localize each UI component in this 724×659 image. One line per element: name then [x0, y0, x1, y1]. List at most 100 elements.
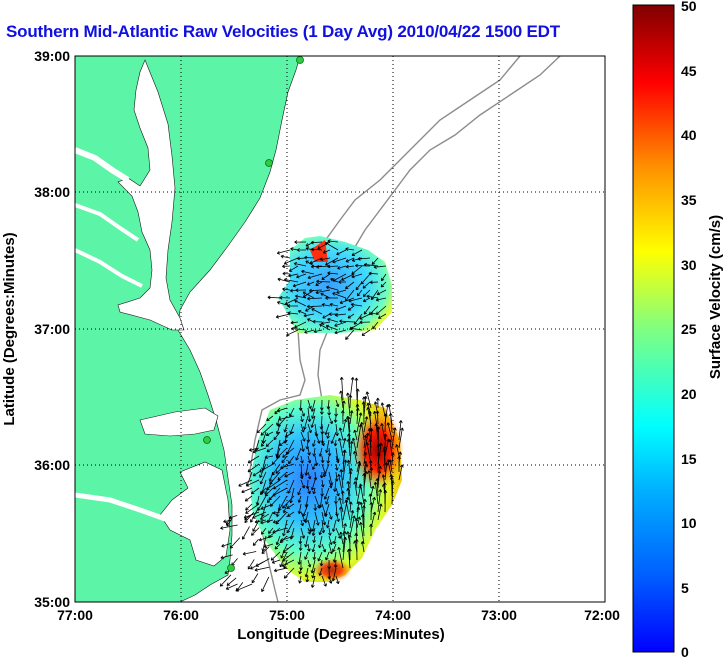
velocity-arrow — [355, 281, 363, 291]
velocity-arrow — [339, 390, 344, 409]
velocity-arrow — [310, 399, 316, 412]
velocity-arrow — [321, 511, 327, 526]
x-tick-label: 74:00 — [375, 607, 411, 623]
velocity-arrow — [335, 399, 340, 408]
velocity-arrow — [319, 407, 324, 415]
velocity-arrow — [356, 289, 363, 297]
velocity-arrow — [259, 463, 267, 478]
velocity-arrow — [291, 326, 307, 331]
velocity-arrow — [398, 464, 404, 481]
velocity-arrow — [334, 321, 347, 327]
velocity-arrow — [348, 394, 353, 409]
velocity-arrow — [310, 240, 323, 245]
velocity-arrow — [283, 423, 288, 433]
velocity-arrow — [282, 519, 288, 537]
velocity-arrow — [325, 257, 339, 266]
y-tick-labels: 39:00 38:00 37:00 36:00 35:00 — [34, 48, 70, 610]
velocity-arrow — [250, 527, 260, 536]
velocity-arrow — [380, 423, 386, 441]
velocity-arrow — [289, 527, 295, 540]
velocity-arrow — [334, 313, 347, 317]
velocity-arrow — [363, 416, 369, 433]
velocity-arrow — [328, 415, 334, 425]
velocity-arrow — [350, 326, 363, 331]
velocity-arrow — [282, 271, 291, 276]
velocity-arrow — [284, 471, 295, 478]
velocity-arrow — [250, 487, 260, 495]
y-tick-label: 36:00 — [34, 457, 70, 473]
pamlico-sound — [159, 461, 231, 567]
velocity-arrow — [300, 407, 306, 417]
velocity-arrow — [287, 304, 299, 308]
velocity-arrow — [264, 455, 274, 459]
velocity-arrow — [297, 309, 307, 315]
velocity-arrow — [345, 247, 355, 251]
velocity-arrow — [332, 257, 347, 264]
velocity-arrow — [235, 582, 244, 592]
velocity-arrow — [266, 415, 274, 422]
velocity-arrow — [244, 513, 254, 521]
velocity-arrow — [307, 296, 323, 301]
velocity-arrow — [264, 487, 274, 497]
velocity-arrow — [389, 476, 394, 497]
velocity-arrow — [313, 329, 323, 334]
velocity-arrow — [355, 403, 360, 417]
velocity-arrow — [300, 439, 305, 452]
velocity-arrow — [304, 511, 309, 524]
chart-title: Southern Mid-Atlantic Raw Velocities (1 … — [6, 22, 560, 41]
velocity-arrow — [300, 519, 304, 527]
velocity-arrow — [310, 575, 316, 588]
velocity-arrow — [284, 277, 299, 283]
velocity-arrow — [327, 239, 339, 244]
velocity-arrow — [353, 451, 358, 465]
velocity-arrow — [268, 471, 274, 482]
velocity-arrow — [286, 519, 295, 534]
velocity-arrow — [300, 415, 304, 423]
velocity-arrow — [247, 455, 260, 464]
velocity-arrow — [342, 536, 348, 561]
velocity-arrow — [363, 395, 368, 417]
chesapeake-bay — [117, 59, 185, 331]
velocity-arrow — [241, 487, 253, 494]
velocity-arrow — [293, 262, 307, 267]
velocity-arrow — [314, 511, 320, 526]
colorbar-tick-labels: 50 45 40 35 30 25 20 15 10 5 0 — [681, 0, 697, 659]
velocity-arrow — [298, 543, 303, 551]
velocity-arrow — [226, 577, 237, 586]
velocity-arrow — [305, 575, 310, 583]
velocity-arrow — [254, 519, 267, 524]
velocity-arrow — [321, 303, 331, 307]
velocity-arrow — [375, 478, 380, 497]
velocity-arrow — [339, 531, 344, 545]
velocity-arrow — [362, 297, 371, 303]
x-tick-labels: 77:00 76:00 75:00 74:00 73:00 72:00 — [57, 607, 620, 623]
velocity-arrow — [325, 495, 330, 505]
velocity-arrow — [321, 575, 327, 587]
velocity-arrow — [302, 291, 315, 299]
velocity-arrow — [260, 423, 274, 436]
colorbar-tick-label: 45 — [681, 63, 697, 79]
x-tick-label: 73:00 — [481, 607, 517, 623]
colorbar-tick-label: 0 — [681, 644, 689, 659]
station-marker — [265, 159, 273, 167]
velocity-arrow — [347, 433, 351, 449]
velocity-arrow — [339, 469, 344, 489]
velocity-arrow — [226, 517, 233, 527]
velocity-arrow — [383, 489, 388, 513]
velocity-arrow — [346, 392, 351, 417]
velocity-arrow — [373, 481, 379, 505]
velocity-arrow — [297, 487, 302, 496]
velocity-arrow — [280, 254, 291, 259]
velocity-arrow — [312, 487, 316, 495]
velocity-arrow — [359, 313, 371, 320]
velocity-arrow — [324, 242, 339, 251]
velocity-arrow — [340, 490, 345, 505]
velocity-arrow — [275, 503, 281, 518]
velocity-arrow — [297, 495, 302, 503]
velocity-arrow — [335, 511, 340, 522]
velocity-arrow — [391, 427, 397, 449]
velocity-arrow — [345, 257, 355, 263]
velocity-arrow — [361, 329, 371, 336]
velocity-arrow — [250, 507, 259, 523]
velocity-arrow — [333, 559, 338, 568]
